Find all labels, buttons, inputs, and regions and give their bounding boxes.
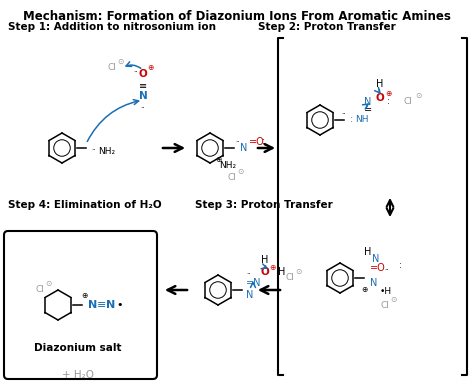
- Text: ..: ..: [92, 145, 96, 151]
- Text: N: N: [246, 290, 254, 300]
- Text: Cl: Cl: [403, 98, 412, 107]
- Text: ⊙: ⊙: [415, 90, 421, 100]
- Text: :: :: [399, 261, 401, 271]
- Text: ⊙: ⊙: [45, 279, 51, 288]
- Text: Step 2: Proton Transfer: Step 2: Proton Transfer: [258, 22, 396, 32]
- Text: Cl: Cl: [228, 173, 237, 183]
- Text: O: O: [138, 69, 147, 79]
- Text: ⊙: ⊙: [237, 168, 243, 176]
- Text: NH: NH: [355, 115, 368, 125]
- Text: N: N: [365, 97, 372, 107]
- Text: O: O: [375, 93, 384, 103]
- Text: ⊙: ⊙: [117, 58, 123, 66]
- Text: ..: ..: [384, 265, 389, 271]
- Text: O: O: [261, 267, 269, 277]
- Text: =: =: [364, 105, 372, 115]
- Text: ⊕: ⊕: [81, 291, 87, 300]
- Text: ⊙: ⊙: [390, 296, 396, 305]
- Text: =O: =O: [370, 263, 386, 273]
- Text: :: :: [262, 137, 265, 147]
- Text: ⊙: ⊙: [295, 267, 301, 276]
- Text: ⊕: ⊕: [147, 63, 153, 71]
- Text: N: N: [106, 300, 115, 310]
- Text: ≡: ≡: [139, 81, 147, 91]
- Text: ..: ..: [134, 67, 138, 73]
- Text: NH₂: NH₂: [98, 147, 115, 156]
- Text: H: H: [261, 255, 269, 265]
- Text: ⊕: ⊕: [385, 90, 391, 98]
- Text: N: N: [88, 300, 97, 310]
- Text: ⊕: ⊕: [361, 286, 367, 295]
- FancyBboxPatch shape: [4, 231, 157, 379]
- Text: Step 4: Elimination of H₂O: Step 4: Elimination of H₂O: [8, 200, 162, 210]
- Text: =N: =N: [246, 278, 262, 288]
- Text: H: H: [365, 247, 372, 257]
- Text: H: H: [278, 267, 285, 277]
- Text: ..: ..: [342, 109, 346, 115]
- Text: Cl: Cl: [108, 64, 117, 73]
- Text: Mechanism: Formation of Diazonium Ions From Aromatic Amines: Mechanism: Formation of Diazonium Ions F…: [23, 10, 451, 23]
- Text: ..: ..: [141, 103, 145, 109]
- Text: ..: ..: [246, 269, 250, 275]
- Text: NH₂: NH₂: [219, 161, 237, 171]
- Text: H: H: [376, 79, 383, 89]
- Text: Cl: Cl: [285, 274, 294, 283]
- Text: ≡: ≡: [97, 300, 106, 310]
- Text: Diazonium salt: Diazonium salt: [34, 343, 122, 353]
- Text: N: N: [240, 143, 247, 153]
- Text: :: :: [387, 98, 389, 107]
- Text: N: N: [372, 254, 379, 264]
- Text: N: N: [370, 278, 377, 288]
- Text: ..: ..: [236, 137, 240, 143]
- Text: •H: •H: [380, 288, 392, 296]
- Text: ⊕: ⊕: [215, 156, 221, 164]
- Text: Step 3: Proton Transfer: Step 3: Proton Transfer: [195, 200, 333, 210]
- Text: N: N: [138, 91, 147, 101]
- Text: Step 1: Addition to nitrosonium ion: Step 1: Addition to nitrosonium ion: [8, 22, 216, 32]
- Text: Cl: Cl: [36, 286, 45, 295]
- Text: + H₂O: + H₂O: [62, 370, 94, 380]
- Text: Cl: Cl: [381, 301, 390, 310]
- Text: ⊕: ⊕: [269, 262, 275, 271]
- Text: •: •: [116, 300, 122, 310]
- Text: =O: =O: [249, 137, 265, 147]
- Text: :: :: [350, 115, 353, 125]
